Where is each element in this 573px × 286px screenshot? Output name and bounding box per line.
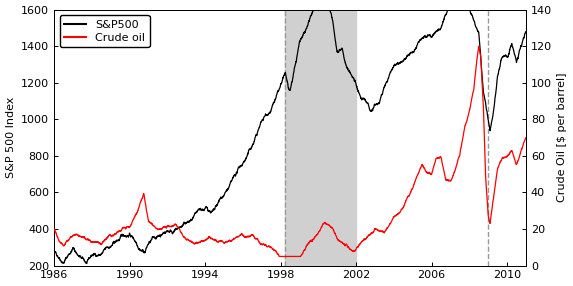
Y-axis label: Crude Oil [$ per barrel]: Crude Oil [$ per barrel] [558,73,567,202]
Y-axis label: S&P 500 Index: S&P 500 Index [6,97,15,178]
Legend: S&P500, Crude oil: S&P500, Crude oil [60,15,150,47]
Bar [285,9,356,266]
